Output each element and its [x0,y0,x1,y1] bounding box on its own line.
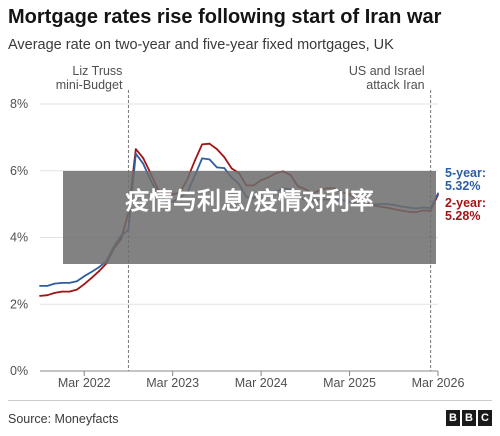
annotation-label: US and Israel [349,64,425,78]
data-point-5-year [142,162,145,165]
y-tick-label: 8% [10,97,28,111]
data-point-5-year [53,282,56,285]
data-point-5-year [61,282,63,284]
data-point-2-year [223,156,226,159]
x-axis-ticks: Mar 2022 Mar 2023 Mar 2024 Mar 2025 Mar 2026 [58,371,465,390]
data-point-5-year [46,285,49,287]
end-label-name: 2-year: [445,196,486,210]
data-point-5-year [76,280,78,283]
data-point-2-year [216,148,218,151]
y-tick-label: 2% [10,297,28,311]
x-tick-label: Mar 2025 [323,376,376,390]
data-point-5-year [208,158,211,161]
data-point-5-year [216,166,218,169]
data-point-5-year [83,275,86,278]
data-point-2-year [39,295,41,297]
y-tick-label: 4% [10,231,28,245]
footer-divider [8,400,492,401]
data-point-5-year [223,167,226,170]
annotation-label: mini-Budget [56,78,123,92]
data-point-2-year [98,270,100,273]
bbc-logo: B B C [446,410,492,426]
x-tick-label: Mar 2022 [58,376,111,390]
annotation-label: attack Iran [366,78,424,92]
x-tick-label: Mar 2023 [146,376,199,390]
data-point-2-year [53,292,56,294]
data-point-2-year [90,277,93,279]
end-label-value: 5.32% [445,179,480,193]
data-point-5-year [68,282,71,284]
end-label-name: 5-year: [445,166,486,180]
y-tick-label: 6% [10,164,28,178]
end-labels: 5-year:5.32% 2-year:5.28% [445,166,486,223]
chart-subtitle: Average rate on two-year and five-year f… [8,37,394,53]
x-tick-label: Mar 2024 [235,376,288,390]
y-axis-ticks: 0% 2% 4% 6% 8% [10,97,28,378]
x-tick-label: Mar 2026 [412,376,465,390]
logo-letter: B [462,410,476,426]
data-point-5-year [134,152,137,155]
data-point-2-year [134,148,137,151]
data-point-2-year [208,142,211,145]
data-point-2-year [142,157,145,160]
data-point-5-year [90,271,93,273]
end-label-value: 5.28% [445,209,480,223]
data-point-2-year [68,290,71,293]
y-tick-label: 0% [10,364,28,378]
overlay-caption: 疫情与利息/疫情对利率 [63,171,436,264]
data-point-5-year [98,266,100,269]
data-point-2-year [201,143,204,146]
data-point-5-year [39,285,41,287]
annotation-label: Liz Truss [72,64,122,78]
data-point-2-year [61,290,63,293]
data-point-2-year [46,294,49,297]
data-point-5-year [201,157,204,160]
data-point-2-year [230,167,233,170]
chart-title: Mortgage rates rise following start of I… [8,6,442,28]
data-point-2-year [83,283,86,286]
logo-letter: B [446,410,460,426]
data-point-2-year [76,288,78,291]
source-note: Source: Moneyfacts [8,412,119,426]
data-point-5-year [437,192,439,195]
data-point-2-year [193,159,196,162]
logo-letter: C [478,410,492,426]
